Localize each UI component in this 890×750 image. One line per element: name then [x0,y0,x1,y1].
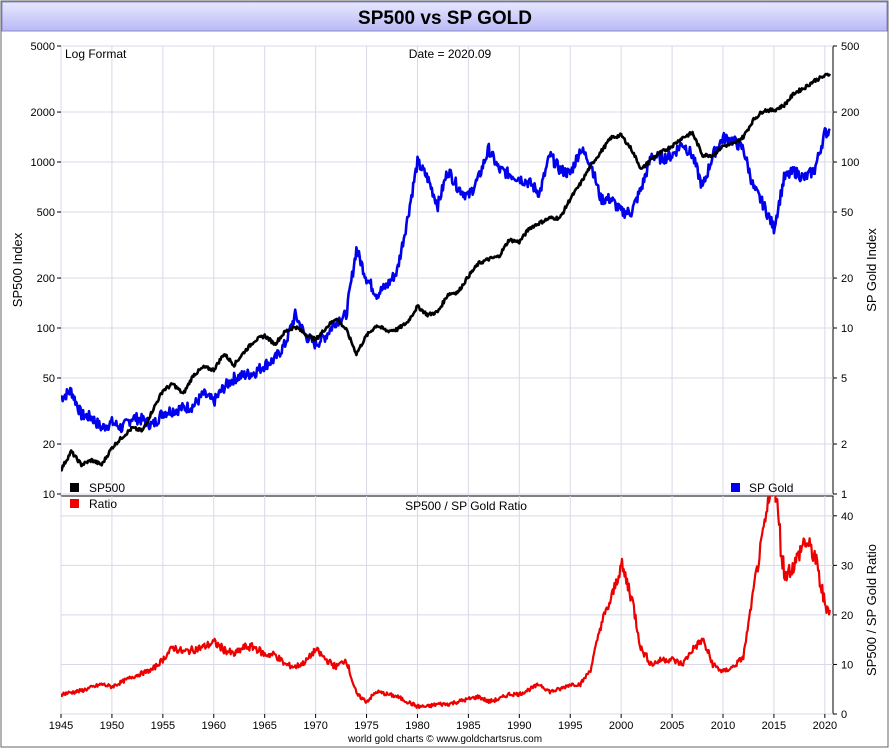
left-tick-label: 5000 [31,41,55,53]
right-tick-label: 10 [841,323,853,335]
ratio-tick-label: 10 [841,659,853,671]
left-tick-label: 20 [43,439,55,451]
right-tick-label: 1 [841,489,847,501]
x-tick-label: 2010 [711,720,735,732]
right-tick-label: 50 [841,207,853,219]
right-tick-label: 200 [841,107,859,119]
bottom-gridlines [60,496,833,715]
left-tick-label: 1000 [31,157,55,169]
ratio-tick-label: 40 [841,511,853,523]
x-tick-label: 1990 [507,720,531,732]
chart-title: SP500 vs SP GOLD [358,8,532,29]
ylabel-left: SP500 Index [10,232,25,307]
legend-gold-swatch [731,483,740,492]
right-tick-label: 500 [841,41,859,53]
right-tick-label: 100 [841,157,859,169]
x-axis-ticks: 1945 1950 1955 1960 1965 1970 1975 1980 1985 1990… [49,714,837,732]
left-tick-label: 100 [37,323,55,335]
left-tick-label: 2000 [31,107,55,119]
legend-ratio-swatch [70,499,79,508]
date-label: Date = 2020.09 [409,47,492,61]
sp500-series-line [61,72,832,472]
left-tick-label: 200 [37,273,55,285]
footer-credit: world gold charts © www.goldchartsrus.co… [347,734,542,745]
ratio-tick-label: 30 [841,560,853,572]
ratio-tick-label: 0 [841,709,847,721]
x-tick-label: 2005 [660,720,684,732]
x-tick-label: 1980 [405,720,429,732]
legend-ratio: Ratio [70,497,117,511]
sp-gold-series-line [61,127,831,434]
top-plot-area [60,45,834,495]
log-format-note: Log Format [65,47,127,61]
title-bar [1,1,888,32]
x-tick-label: 2015 [762,720,786,732]
top-right-axis-ticks: 500 200 100 50 20 10 5 2 1 [833,41,859,501]
legend-sp500: SP500 [70,481,125,495]
ylabel-right: SP Gold Index [864,228,879,312]
x-tick-label: 2020 [813,720,837,732]
x-tick-label: 1960 [202,720,226,732]
ratio-series-line [61,496,831,710]
x-tick-label: 1945 [49,720,73,732]
bottom-plot-area [60,495,834,715]
right-tick-label: 20 [841,273,853,285]
left-tick-label: 50 [43,373,55,385]
x-tick-label: 1965 [252,720,276,732]
x-tick-label: 1985 [456,720,480,732]
bottom-right-axis-ticks: 40 30 20 10 0 [833,511,853,721]
x-tick-label: 1970 [303,720,327,732]
x-tick-label: 2000 [609,720,633,732]
legend-gold-label: SP Gold [749,481,793,495]
legend-sp500-label: SP500 [89,481,125,495]
legend-sp500-swatch [70,483,79,492]
x-tick-label: 1995 [558,720,582,732]
legend-ratio-label: Ratio [89,497,117,511]
x-tick-label: 1975 [354,720,378,732]
x-tick-label: 1955 [151,720,175,732]
right-tick-label: 5 [841,373,847,385]
right-tick-label: 2 [841,439,847,451]
x-tick-label: 1950 [100,720,124,732]
ratio-ylabel-right: SP500 / SP Gold Ratio [864,544,879,676]
top-gridlines [60,45,833,495]
top-left-axis-ticks: 5000 2000 1000 500 200 100 50 20 10 [31,41,61,501]
left-tick-label: 10 [43,489,55,501]
legend-gold: SP Gold [731,481,793,495]
ratio-tick-label: 20 [841,610,853,622]
ratio-panel-title: SP500 / SP Gold Ratio [405,499,527,513]
left-tick-label: 500 [37,207,55,219]
